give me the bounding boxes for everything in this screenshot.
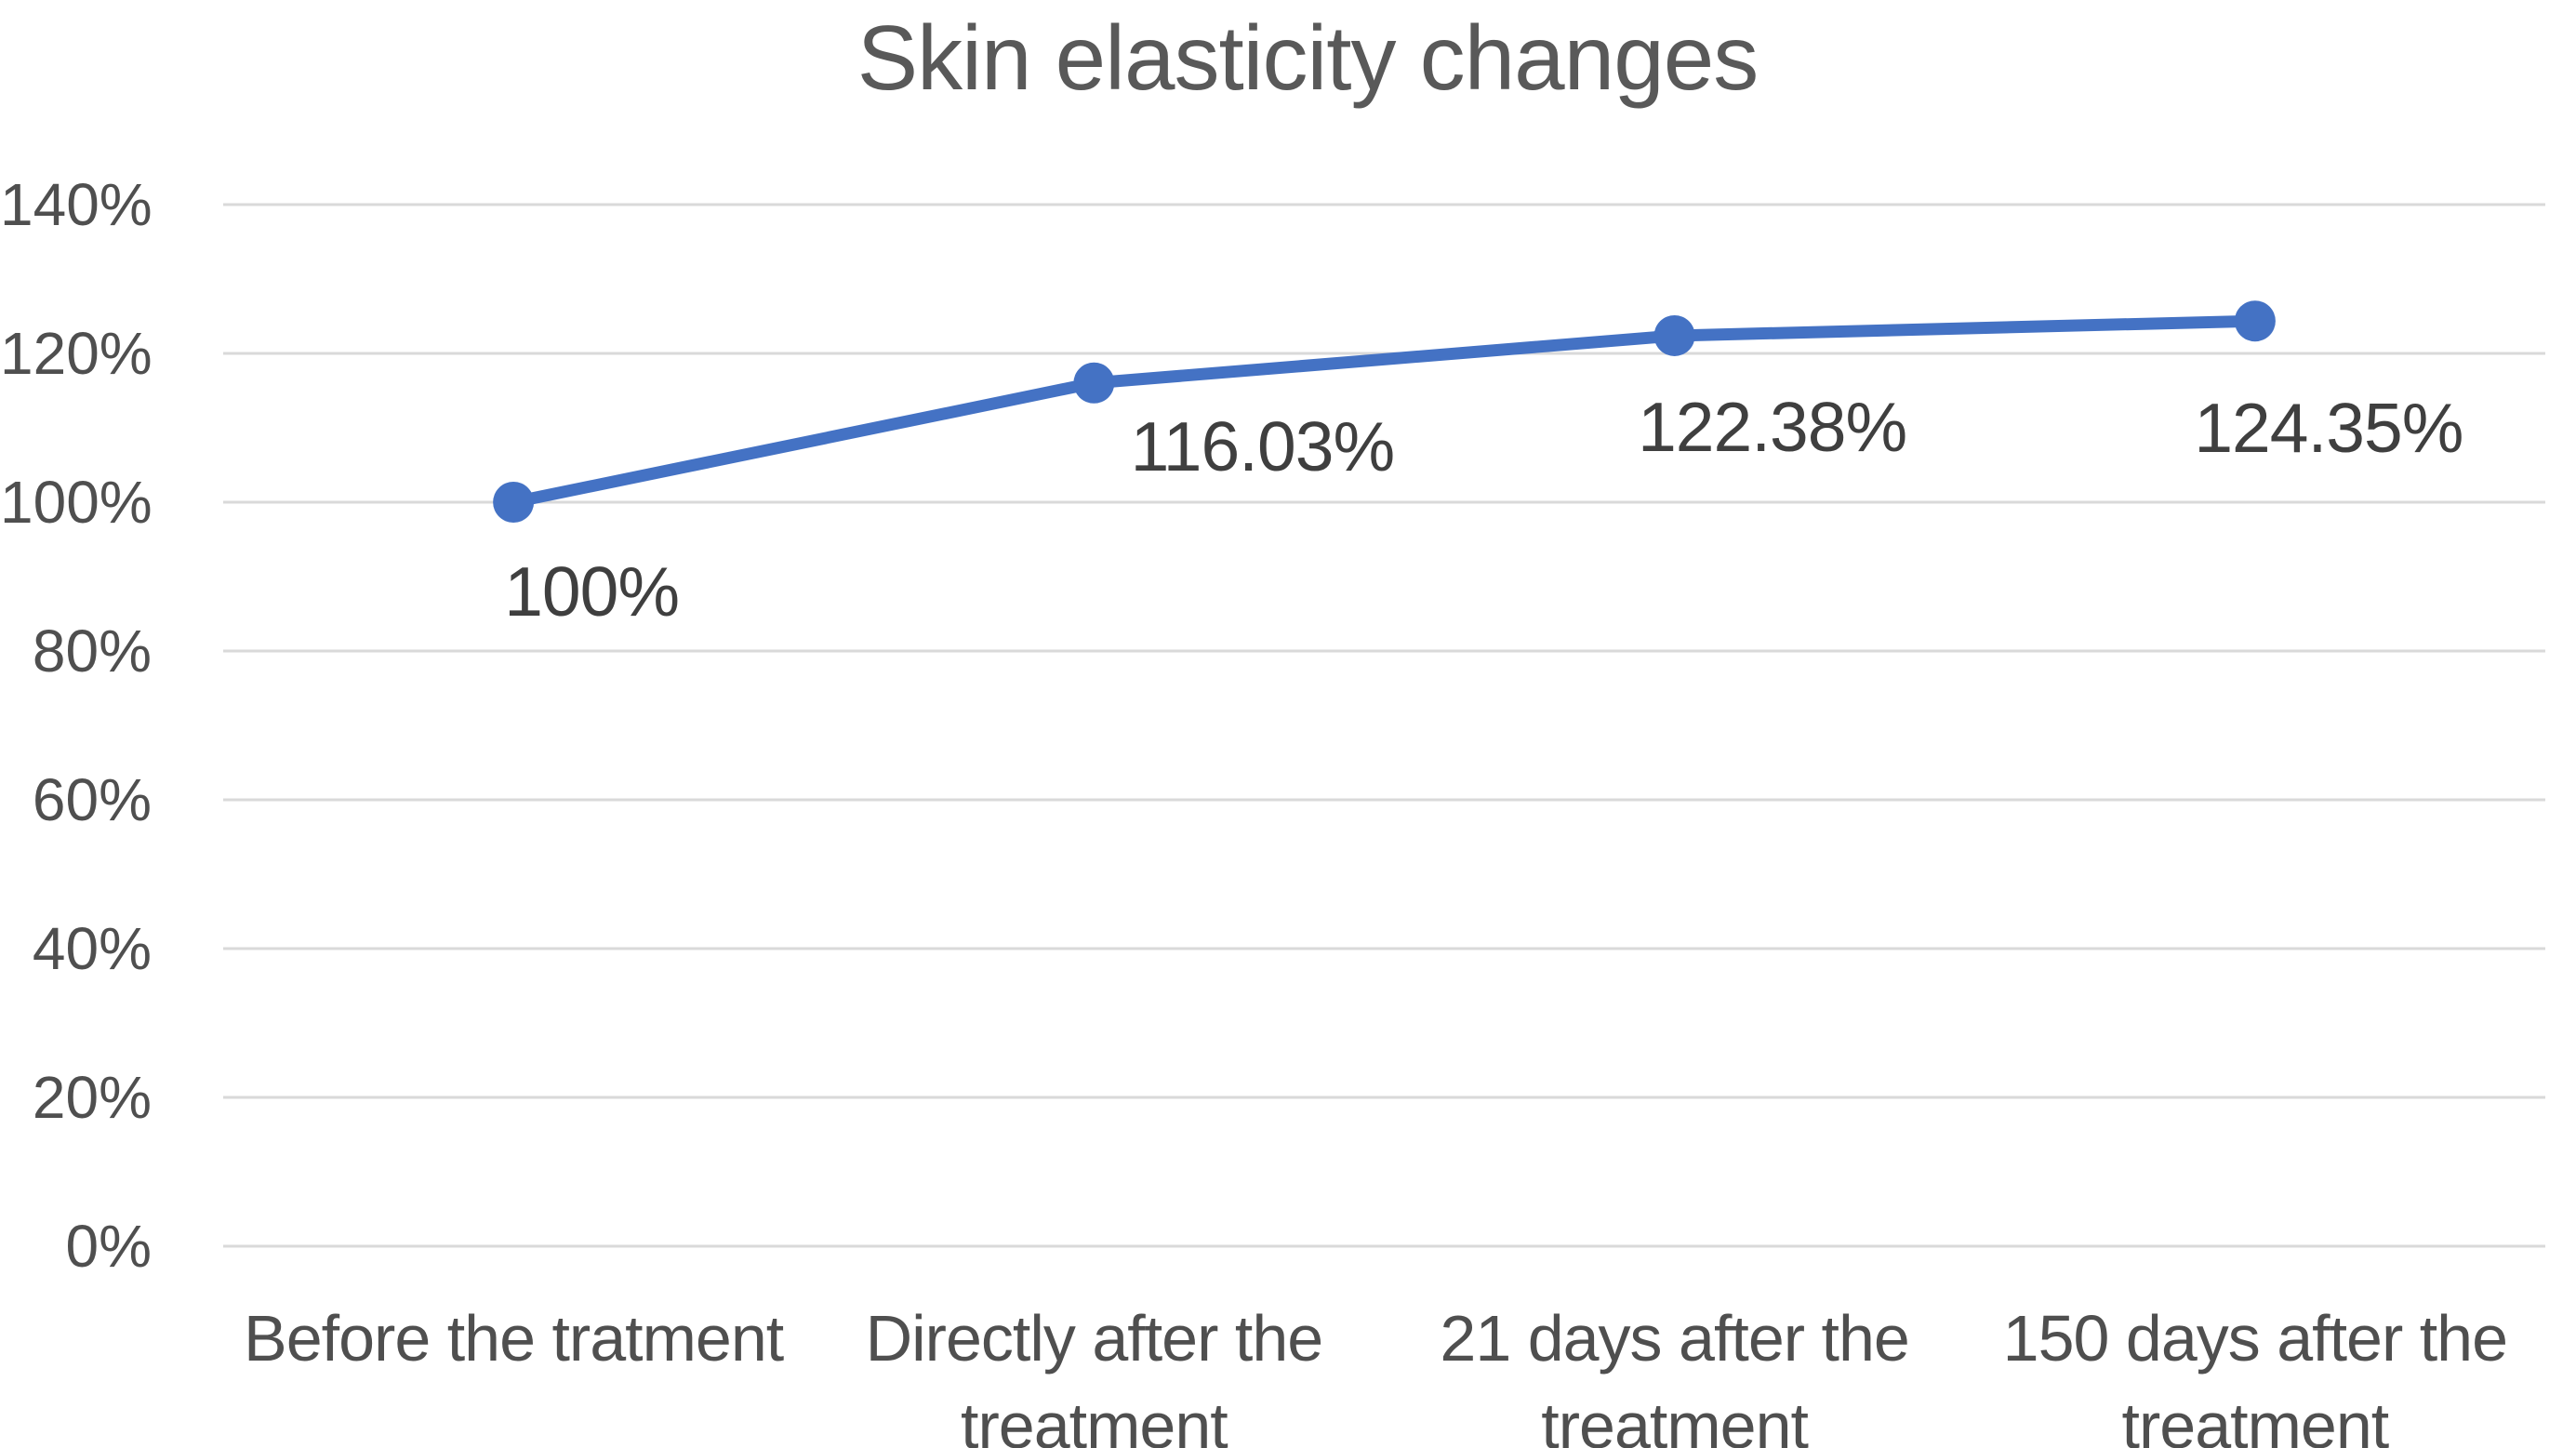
- y-axis-tick-label: 120%: [0, 320, 153, 387]
- data-label: 122.38%: [1638, 387, 1907, 466]
- data-point-marker: [2234, 300, 2276, 342]
- data-label: 124.35%: [2194, 389, 2463, 468]
- x-axis-category-label: Before the tratment: [244, 1302, 784, 1375]
- data-label: 116.03%: [1130, 406, 1396, 485]
- y-axis-tick-label: 80%: [32, 618, 152, 684]
- data-point-marker: [493, 482, 535, 523]
- x-axis-category-label: 21 days after the treatment: [1440, 1302, 1909, 1448]
- data-line: [507, 314, 2262, 509]
- data-point-marker: [1073, 362, 1115, 404]
- y-axis-tick-label: 20%: [32, 1064, 152, 1131]
- data-label: 100%: [504, 552, 680, 631]
- y-axis-tick-label: 0%: [65, 1213, 153, 1280]
- data-point-marker: [1653, 314, 1695, 356]
- y-axis-tick-label: 100%: [0, 469, 153, 536]
- y-axis-tick-label: 60%: [32, 766, 152, 833]
- y-axis-tick-label: 40%: [32, 915, 152, 982]
- x-axis-category-label: Directly after the treatment: [865, 1302, 1324, 1448]
- chart-title: Skin elasticity changes: [856, 7, 1759, 109]
- x-axis-category-label: 150 days after the treatment: [2002, 1302, 2508, 1448]
- y-axis-tick-label: 140%: [0, 171, 153, 238]
